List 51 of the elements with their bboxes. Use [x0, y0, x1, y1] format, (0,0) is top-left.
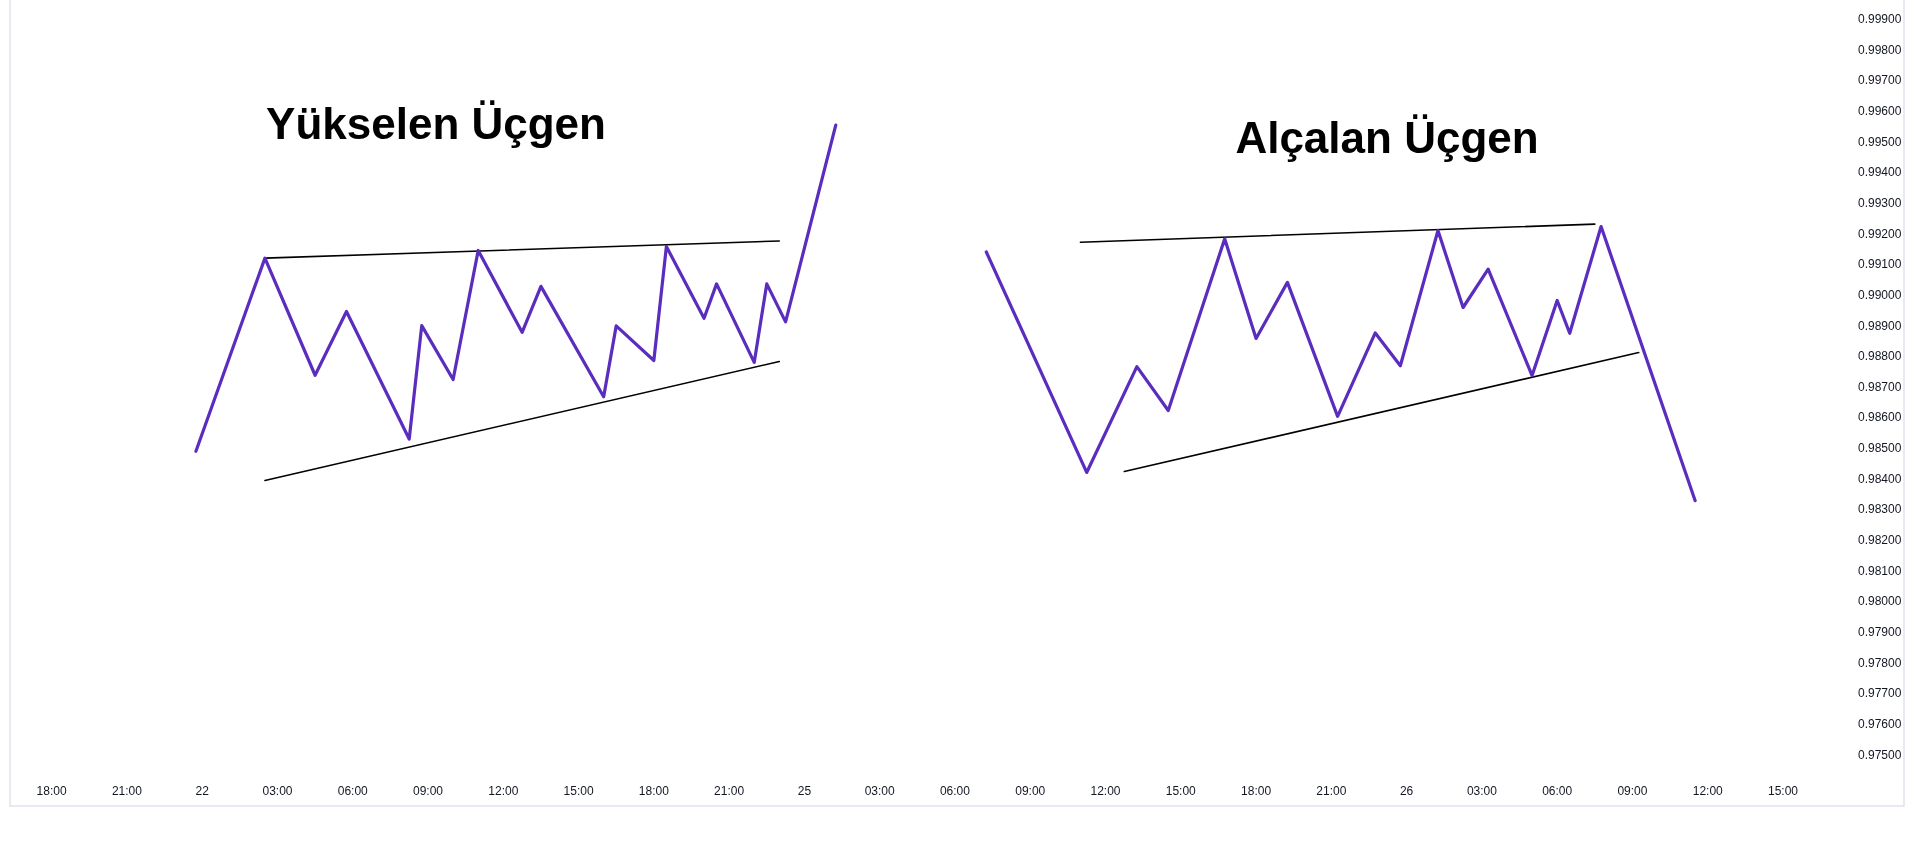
x-tick-label: 06:00	[1542, 784, 1573, 799]
y-tick-label: 0.99800	[1858, 42, 1902, 57]
x-tick-label: 15:00	[1165, 784, 1197, 799]
y-tick-label: 0.98400	[1858, 471, 1902, 486]
y-tick-label: 0.99600	[1858, 103, 1902, 118]
x-tick-label: 18:00	[36, 784, 67, 799]
y-tick-label: 0.98500	[1858, 441, 1902, 456]
x-tick-label: 09:00	[1015, 784, 1046, 799]
x-tick-label: 03:00	[1466, 784, 1498, 799]
x-tick-label: 03:00	[864, 784, 896, 799]
x-tick-label: 21:00	[1316, 784, 1347, 799]
y-tick-label: 0.99200	[1858, 226, 1902, 241]
y-tick-label: 0.98000	[1858, 594, 1902, 609]
y-tick-label: 0.97900	[1858, 625, 1902, 640]
y-tick-label: 0.99400	[1858, 165, 1902, 180]
x-tick-label: 03:00	[262, 784, 293, 799]
x-tick-label: 22	[195, 784, 210, 799]
x-tick-label: 12:00	[1090, 784, 1121, 799]
y-tick-label: 0.97500	[1858, 747, 1902, 762]
y-tick-label: 0.99300	[1858, 195, 1902, 210]
annotation: Yükselen Üçgen	[266, 99, 606, 149]
y-tick-label: 0.99700	[1858, 73, 1902, 88]
x-tick-label: 12:00	[488, 784, 519, 799]
y-tick-label: 0.98800	[1858, 349, 1902, 364]
x-tick-label: 06:00	[939, 784, 971, 799]
y-tick-label: 0.97700	[1858, 686, 1902, 701]
x-tick-label: 26	[1399, 784, 1414, 799]
x-tick-label: 18:00	[1241, 784, 1272, 799]
annotation: Alçalan Üçgen	[1235, 113, 1539, 163]
x-tick-label: 21:00	[714, 784, 745, 799]
y-tick-label: 0.98900	[1858, 318, 1902, 333]
x-tick-label: 18:00	[638, 784, 670, 799]
y-tick-label: 0.98300	[1858, 502, 1902, 517]
y-tick-label: 0.99100	[1858, 257, 1902, 272]
y-tick-label: 0.99500	[1858, 134, 1902, 149]
x-tick-label: 15:00	[563, 784, 594, 799]
y-tick-label: 0.97600	[1858, 717, 1902, 732]
x-tick-label: 09:00	[1617, 784, 1648, 799]
y-tick-label: 0.97800	[1858, 655, 1902, 670]
y-tick-label: 0.99000	[1858, 287, 1902, 302]
x-tick-label: 12:00	[1692, 784, 1724, 799]
x-tick-label: 25	[797, 784, 812, 799]
x-tick-label: 15:00	[1767, 784, 1799, 799]
y-tick-label: 0.98100	[1858, 563, 1902, 578]
x-tick-label: 06:00	[337, 784, 369, 799]
y-tick-label: 0.98700	[1858, 379, 1902, 394]
x-tick-label: 21:00	[111, 784, 143, 799]
y-tick-label: 0.99900	[1858, 11, 1902, 26]
y-tick-label: 0.98600	[1858, 410, 1902, 425]
y-tick-label: 0.98200	[1858, 533, 1902, 548]
x-tick-label: 09:00	[413, 784, 444, 799]
